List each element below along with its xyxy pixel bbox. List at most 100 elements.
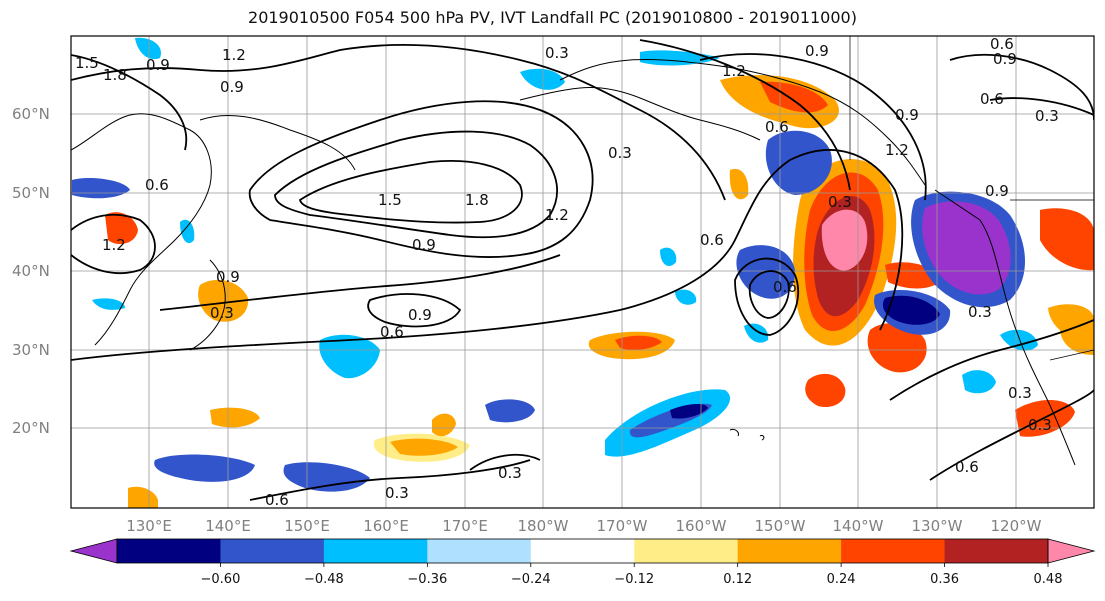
- contour-label: 0.6: [265, 491, 289, 509]
- contour-label-layer: 1.5 1.8 0.9 1.2 0.9 0.3 0.9 0.6 0.9 1.2 …: [75, 36, 1059, 509]
- lat-label: 60°N: [12, 105, 50, 123]
- lon-label: 150°W: [755, 517, 806, 535]
- negative-anomaly-subtropical-east: [962, 370, 996, 394]
- japan-coast: [189, 259, 226, 351]
- map-content: 1.5 1.8 0.9 1.2 0.9 0.3 0.9 0.6 0.9 1.2 …: [71, 36, 1094, 509]
- contour-3: [274, 130, 558, 239]
- map-title: 2019010500 F054 500 hPa PV, IVT Landfall…: [248, 8, 857, 27]
- positive-anomaly-california-north: [1040, 208, 1094, 271]
- latitude-labels: 60°N 50°N 40°N 30°N 20°N: [12, 105, 50, 437]
- colorbar-segment: [323, 539, 428, 563]
- colorbar-segment: [634, 539, 739, 563]
- contour-label: 1.8: [103, 66, 127, 84]
- colorbar-ticks: −0.60 −0.48 −0.36 −0.24 −0.12 0.12 0.24 0.36 0.4…: [201, 563, 1063, 587]
- map-frame: [70, 35, 1095, 509]
- contour-19: [71, 54, 188, 151]
- contour-5: [71, 149, 904, 361]
- contour-label: 0.6: [980, 90, 1004, 108]
- contour-13: [989, 97, 1094, 116]
- colorbar-segment: [220, 539, 325, 563]
- lon-label: 130°W: [912, 517, 963, 535]
- longitude-labels: 130°E 140°E 150°E 160°E 170°E 180°W 170°…: [126, 517, 1041, 535]
- colorbar-tick-label: −0.48: [304, 572, 344, 587]
- lon-label: 160°E: [363, 517, 409, 535]
- colorbar-segment: [737, 539, 842, 563]
- kamchatka-coast: [199, 114, 356, 171]
- negative-anomaly-kuril: [135, 37, 161, 60]
- contour-label: 0.6: [700, 231, 724, 249]
- positive-anomaly-main-core: [821, 209, 868, 271]
- positive-anomaly-mid-pacific-core: [390, 438, 458, 456]
- colorbar-segment: [841, 539, 946, 563]
- colorbar-segment: [944, 539, 1049, 563]
- colorbar-segments: [117, 539, 1049, 563]
- contour-label: 0.9: [216, 268, 240, 286]
- colorbar-tick-label: 0.36: [930, 572, 959, 587]
- contour-9: [748, 270, 790, 319]
- contour-10: [699, 53, 927, 201]
- contour-16: [249, 459, 531, 501]
- contour-4: [298, 160, 523, 224]
- positive-anomaly-japan-west: [105, 212, 138, 245]
- negative-anomaly-small: [675, 289, 697, 305]
- colorbar-tick-label: 0.24: [827, 572, 856, 587]
- contour-11: [639, 39, 851, 191]
- negative-anomaly-west-subtropical-outer: [283, 462, 370, 492]
- contour-label: 1.2: [722, 62, 746, 80]
- contour-label: 1.5: [378, 191, 402, 209]
- contour-label: 0.3: [1008, 384, 1032, 402]
- colorbar-tick-label: −0.12: [614, 572, 654, 587]
- negative-anomaly-far-east: [180, 219, 195, 244]
- lon-label: 170°E: [442, 517, 488, 535]
- contour-label: 0.9: [146, 56, 170, 74]
- contour-label: 0.9: [895, 106, 919, 124]
- contour-label: 1.8: [465, 191, 489, 209]
- contour-label: 0.6: [765, 118, 789, 136]
- lon-label: 120°W: [991, 517, 1042, 535]
- positive-anomaly-alaska-small: [729, 168, 749, 200]
- contour-2: [248, 100, 594, 258]
- contour-label: 0.3: [498, 464, 522, 482]
- colorbar-segment: [530, 539, 635, 563]
- colorbar-tick-label: −0.24: [511, 572, 551, 587]
- colorbar-tick-label: −0.36: [407, 572, 447, 587]
- lon-label: 150°E: [284, 517, 330, 535]
- contour-label: 0.9: [220, 78, 244, 96]
- lon-label: 180°W: [518, 517, 569, 535]
- negative-anomaly-mid: [319, 334, 380, 379]
- contour-18: [71, 213, 156, 274]
- colorbar-outline: [116, 538, 1049, 564]
- lat-label: 40°N: [12, 262, 50, 280]
- contour-label: 0.9: [412, 236, 436, 254]
- contour-label: 0.3: [608, 144, 632, 162]
- negative-anomaly-mexico: [1000, 329, 1038, 351]
- lat-label: 20°N: [12, 419, 50, 437]
- negative-anomaly-mid-2: [485, 399, 535, 423]
- contour-17: [469, 453, 541, 471]
- negative-anomaly-central-core: [882, 295, 940, 325]
- pv-contours: [71, 39, 1094, 501]
- negative-anomaly-japan-sea: [92, 298, 125, 310]
- coastlines: [71, 36, 1094, 466]
- positive-anomaly-japan: [198, 279, 249, 322]
- contour-label: 0.6: [773, 278, 797, 296]
- lon-label: 130°E: [126, 517, 172, 535]
- contour-label: 0.9: [993, 50, 1017, 68]
- alaska-coast: [559, 58, 926, 186]
- colorbar-tick-label: 0.48: [1034, 572, 1063, 587]
- lat-label: 50°N: [12, 184, 50, 202]
- negative-anomaly-east-central-2: [744, 323, 769, 343]
- asia-coast: [71, 113, 212, 346]
- negative-anomaly-bering: [520, 68, 565, 90]
- contour-label: 0.3: [968, 303, 992, 321]
- positive-anomaly-hawaii-west-core: [615, 335, 662, 350]
- contour-label: 0.6: [955, 458, 979, 476]
- contour-label: 0.9: [805, 42, 829, 60]
- colorbar-tick-label: −0.60: [201, 572, 241, 587]
- colorbar-left-extension: [69, 538, 118, 564]
- contour-15: [929, 389, 1094, 481]
- contour-label: 1.2: [102, 236, 126, 254]
- aleutians: [519, 87, 761, 141]
- positive-anomaly-west-pacific: [210, 407, 260, 428]
